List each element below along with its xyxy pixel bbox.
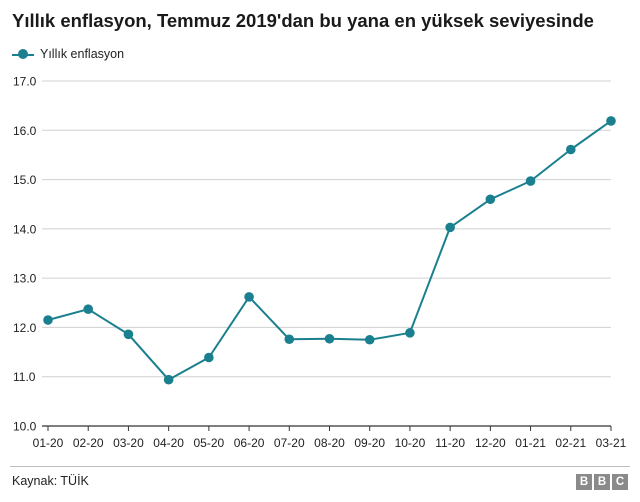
data-point — [606, 116, 616, 126]
data-point — [123, 329, 134, 340]
x-tick-label: 09-20 — [354, 436, 385, 450]
x-tick-label: 02-20 — [73, 436, 104, 450]
data-point — [204, 352, 214, 363]
x-tick-label: 08-20 — [314, 436, 345, 450]
x-tick-label: 06-20 — [234, 436, 265, 450]
x-tick-label: 02-21 — [555, 436, 586, 450]
data-point — [324, 333, 335, 344]
x-tick-label: 07-20 — [274, 436, 305, 450]
footer-divider — [10, 466, 630, 467]
y-tick-label: 13.0 — [13, 272, 37, 286]
x-tick-label: 05-20 — [194, 436, 225, 450]
bbc-logo-box: B — [594, 474, 610, 490]
x-tick-label: 01-20 — [33, 436, 64, 450]
data-point — [445, 222, 455, 233]
data-point — [565, 144, 576, 155]
y-tick-label: 10.0 — [13, 420, 37, 434]
chart-title: Yıllık enflasyon, Temmuz 2019'dan bu yan… — [12, 10, 594, 31]
data-point — [364, 334, 375, 345]
x-tick-label: 03-21 — [596, 436, 627, 450]
y-tick-label: 17.0 — [13, 75, 37, 89]
source-label: Kaynak: TÜİK — [12, 474, 89, 488]
bbc-logo-box: B — [576, 474, 592, 490]
x-tick-label: 12-20 — [475, 436, 506, 450]
x-tick-label: 03-20 — [113, 436, 144, 450]
legend: Yıllık enflasyon — [12, 45, 124, 63]
data-point — [244, 292, 254, 302]
y-tick-label: 15.0 — [13, 173, 37, 187]
data-point — [163, 374, 174, 385]
bbc-logo-box: C — [612, 474, 628, 490]
data-point — [284, 334, 295, 345]
legend-marker-icon — [12, 48, 34, 60]
y-tick-label: 14.0 — [13, 222, 37, 236]
y-tick-label: 16.0 — [13, 124, 37, 138]
data-point — [485, 194, 496, 205]
data-point — [83, 304, 94, 314]
x-tick-label: 01-21 — [515, 436, 546, 450]
x-tick-label: 10-20 — [395, 436, 426, 450]
x-tick-label: 11-20 — [435, 436, 465, 450]
legend-label: Yıllık enflasyon — [40, 47, 125, 61]
legend-dot — [18, 49, 28, 59]
data-point — [43, 315, 53, 325]
y-tick-label: 12.0 — [13, 321, 37, 335]
y-tick-label: 11.0 — [13, 370, 36, 384]
x-tick-label: 04-20 — [153, 436, 184, 450]
data-point — [405, 328, 415, 338]
data-point — [525, 176, 536, 186]
bbc-logo: B B C — [576, 474, 628, 490]
